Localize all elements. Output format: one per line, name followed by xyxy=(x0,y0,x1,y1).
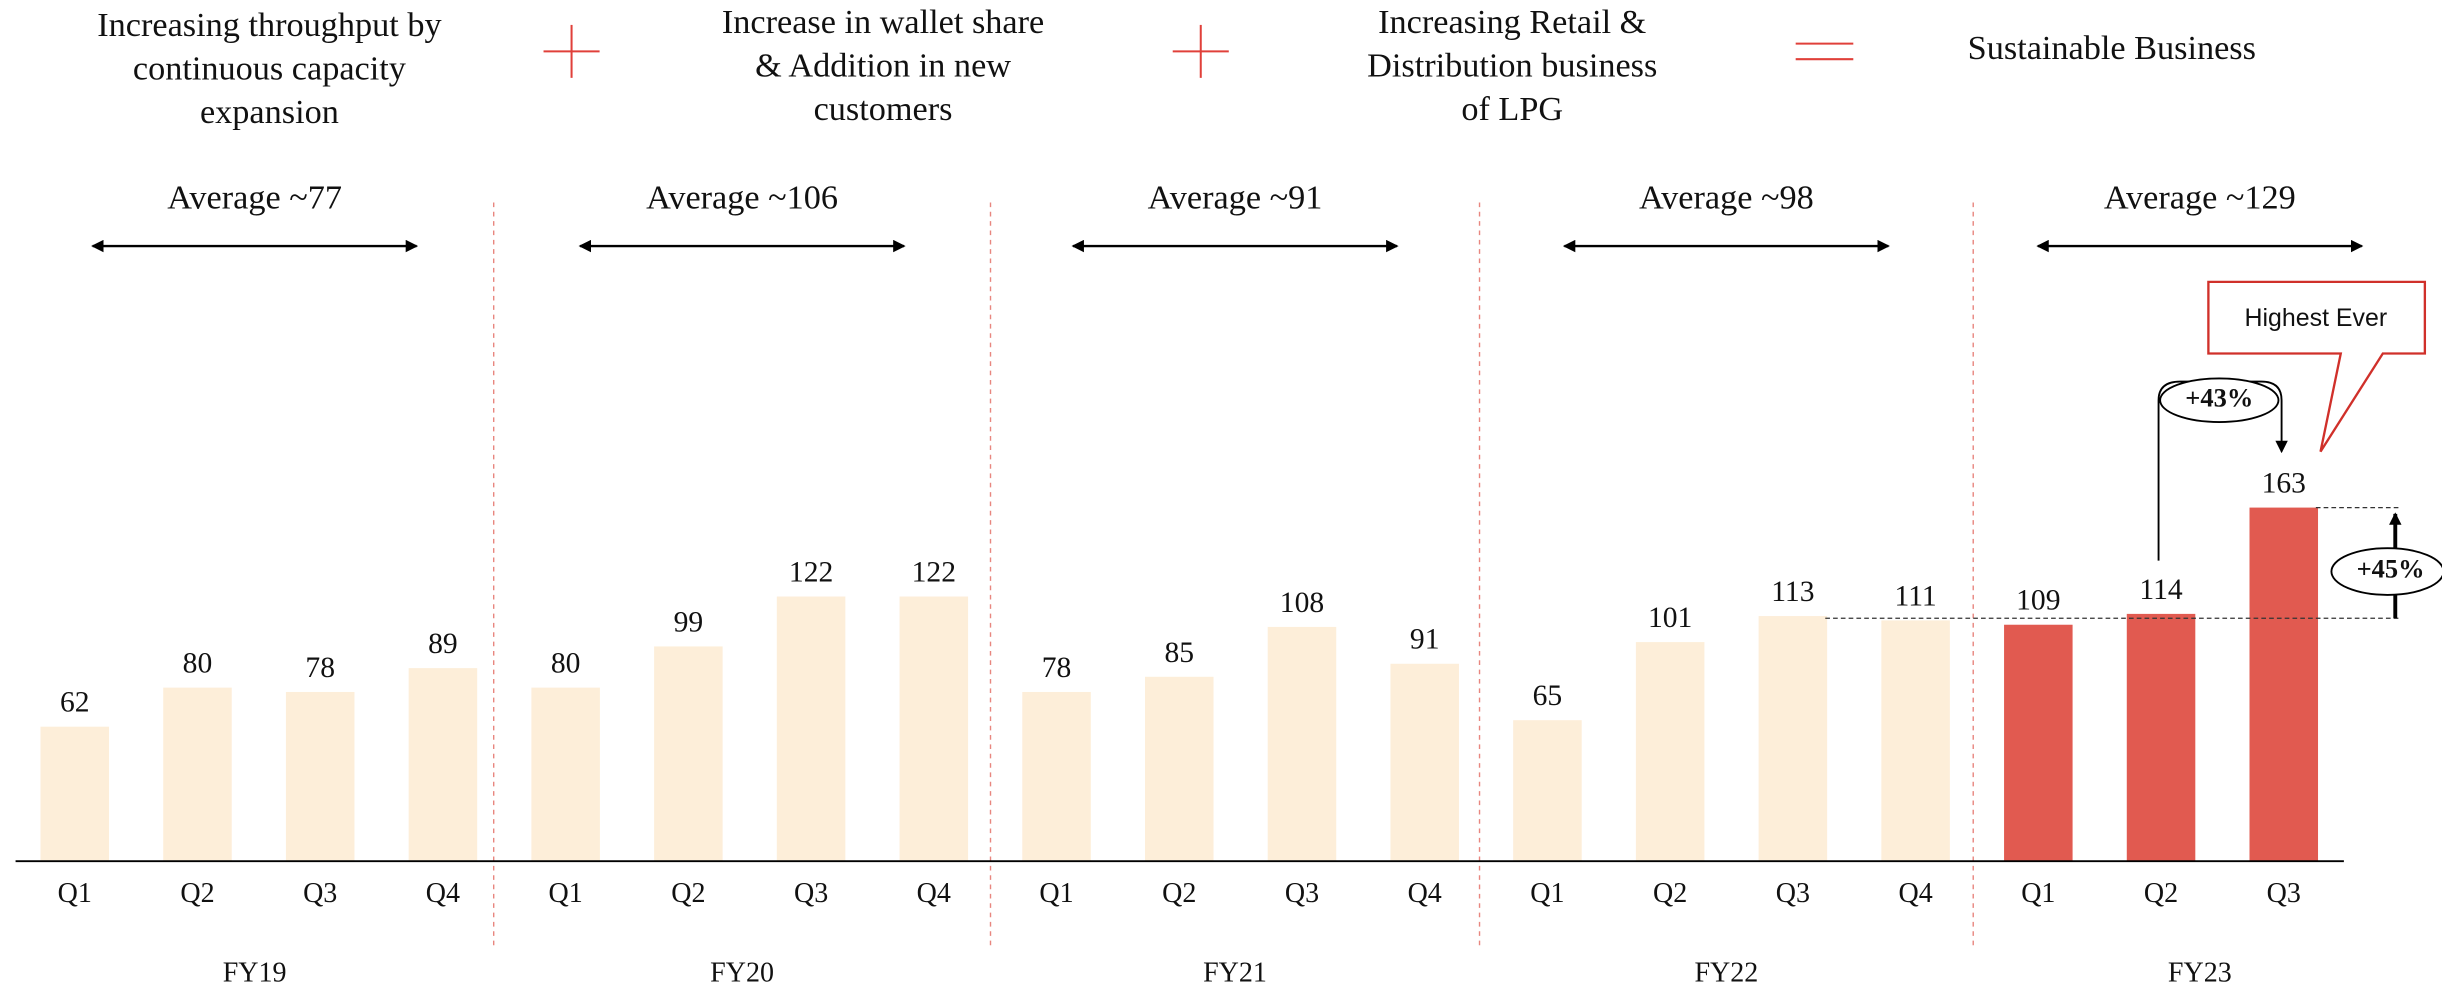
x-tick-label: Q4 xyxy=(1898,878,1932,909)
value-label: 163 xyxy=(2262,468,2306,500)
average-label: Average ~98 xyxy=(1639,179,1814,217)
value-label: 99 xyxy=(674,606,704,638)
bar xyxy=(163,687,232,862)
bar xyxy=(1513,720,1582,862)
average-label: Average ~91 xyxy=(1148,179,1323,217)
callout-text: Highest Ever xyxy=(2245,304,2388,332)
growth-text: +45% xyxy=(2357,554,2425,584)
fy-label: FY23 xyxy=(2168,957,2232,988)
value-label: 122 xyxy=(789,557,833,589)
header-text: Increasing throughput by xyxy=(97,6,441,44)
x-tick-label: Q1 xyxy=(1039,878,1073,909)
value-label: 78 xyxy=(305,652,335,684)
header-text: Distribution business xyxy=(1367,46,1657,84)
bar xyxy=(40,726,110,862)
x-tick-label: Q3 xyxy=(303,878,337,909)
bar xyxy=(2249,507,2319,862)
value-label: 89 xyxy=(428,628,458,660)
value-label: 91 xyxy=(1410,624,1440,656)
growth-badge xyxy=(2330,547,2442,596)
value-label: 111 xyxy=(1895,580,1937,612)
bar xyxy=(2126,613,2196,862)
qoq-badge xyxy=(2159,377,2280,423)
value-label: 101 xyxy=(1648,602,1692,634)
x-tick-label: Q2 xyxy=(1653,878,1687,909)
value-label: 78 xyxy=(1042,652,1072,684)
x-tick-label: Q3 xyxy=(2267,878,2301,909)
bar xyxy=(1022,691,1091,862)
value-label: 113 xyxy=(1771,576,1814,608)
header-text: Increase in wallet share xyxy=(722,3,1044,41)
value-label: 65 xyxy=(1533,680,1563,712)
x-tick-label: Q1 xyxy=(549,878,583,909)
x-tick-label: Q2 xyxy=(180,878,214,909)
average-label: Average ~129 xyxy=(2104,179,2296,217)
bar xyxy=(285,691,355,862)
qoq-text: +43% xyxy=(2185,382,2253,412)
header-text: customers xyxy=(814,90,953,128)
header-text: continuous capacity xyxy=(133,49,406,87)
bar xyxy=(899,596,969,862)
bar xyxy=(1758,616,1828,862)
annotations xyxy=(1825,280,2442,619)
x-tick-label: Q2 xyxy=(671,878,705,909)
value-label: 62 xyxy=(60,687,90,719)
operators xyxy=(543,24,1854,78)
x-tick-label: Q3 xyxy=(1776,878,1810,909)
fy-label: FY22 xyxy=(1694,957,1758,988)
callout-box xyxy=(2207,280,2427,453)
header-text: & Addition in new xyxy=(755,46,1011,84)
bar xyxy=(2004,624,2073,862)
header-text: Increasing Retail & xyxy=(1378,3,1647,41)
fy-label: FY21 xyxy=(1203,957,1267,988)
bar xyxy=(1635,642,1705,862)
bar xyxy=(531,687,600,862)
value-label: 109 xyxy=(2016,585,2060,617)
value-label: 114 xyxy=(2139,574,2182,606)
x-tick-label: Q3 xyxy=(1285,878,1319,909)
x-tick-label: Q3 xyxy=(794,878,828,909)
fy-label: FY19 xyxy=(223,957,287,988)
bar xyxy=(654,646,723,862)
x-tick-label: Q2 xyxy=(1162,878,1196,909)
value-label: 80 xyxy=(183,648,213,680)
value-label: 80 xyxy=(551,648,581,680)
bar xyxy=(1144,676,1214,862)
value-label: 85 xyxy=(1164,637,1194,669)
fy-label: FY20 xyxy=(710,957,774,988)
bar xyxy=(776,596,846,862)
x-tick-label: Q1 xyxy=(58,878,92,909)
bar xyxy=(408,668,478,862)
x-tick-label: Q4 xyxy=(917,878,951,909)
value-label: 122 xyxy=(912,557,956,589)
x-tick-label: Q4 xyxy=(1408,878,1442,909)
bar xyxy=(1390,663,1459,862)
x-tick-label: Q2 xyxy=(2144,878,2178,909)
value-label: 108 xyxy=(1280,587,1324,619)
header-text: of LPG xyxy=(1461,90,1563,128)
bar xyxy=(1881,620,1950,862)
average-label: Average ~77 xyxy=(167,179,342,217)
x-tick-label: Q1 xyxy=(2021,878,2055,909)
header-text: Sustainable Business xyxy=(1968,29,2256,67)
bar xyxy=(1267,626,1337,862)
average-label: Average ~106 xyxy=(646,179,838,217)
x-tick-label: Q1 xyxy=(1530,878,1564,909)
x-tick-label: Q4 xyxy=(426,878,460,909)
header-text: expansion xyxy=(200,93,339,131)
